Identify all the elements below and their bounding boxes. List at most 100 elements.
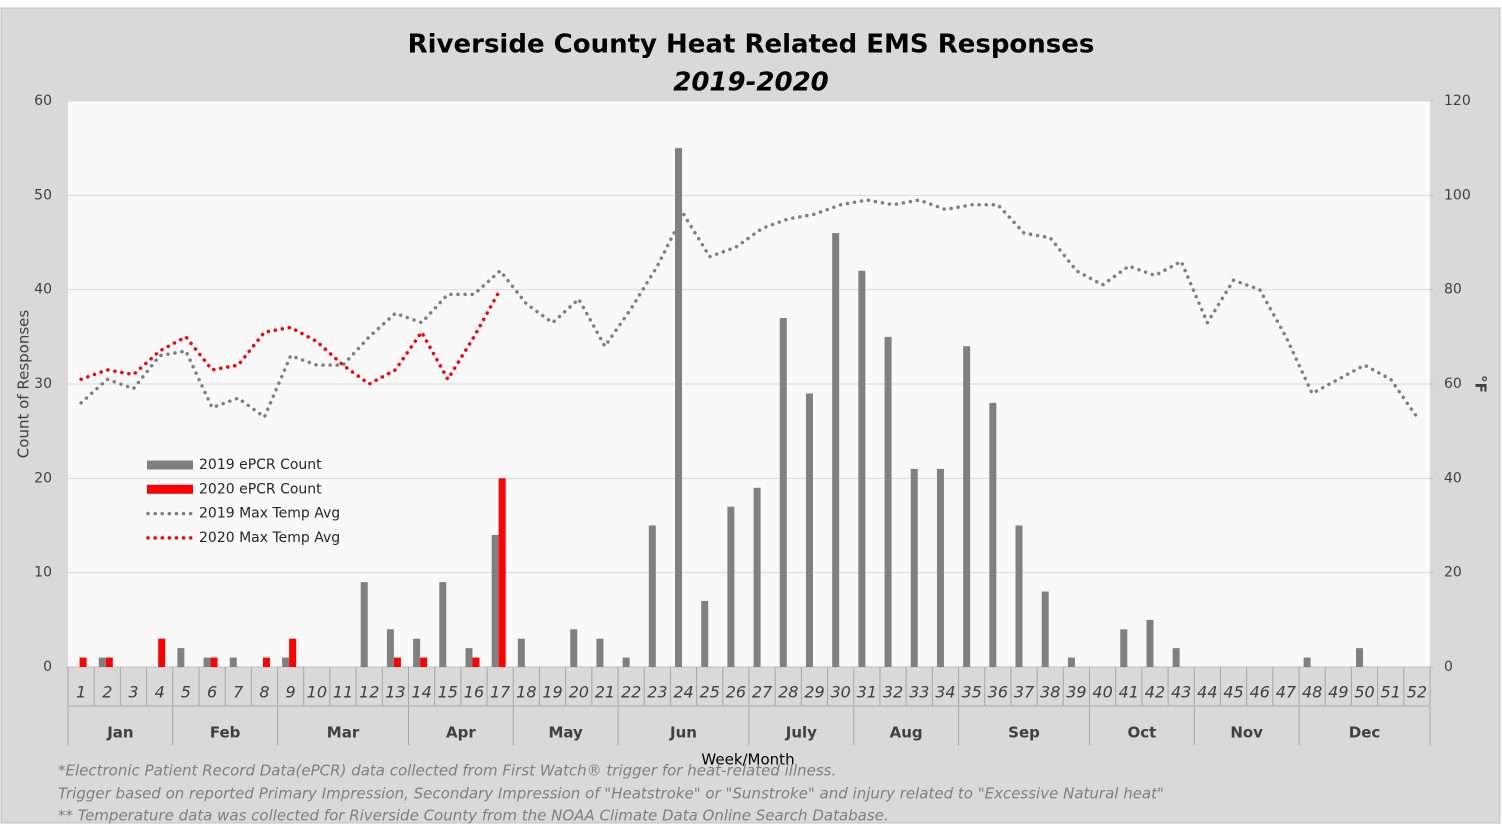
- bar: [1015, 525, 1023, 667]
- x-tick-label: 8: [259, 683, 269, 702]
- x-tick-label: 46: [1250, 683, 1270, 702]
- x-axis-label: Week/Month: [701, 751, 794, 769]
- x-tick-label: 9: [286, 683, 296, 702]
- x-group-label: Sep: [1008, 724, 1040, 742]
- x-group-label: Dec: [1349, 724, 1381, 742]
- chart-subtitle: 2019-2020: [673, 68, 829, 98]
- legend-label: 2020 ePCR Count: [199, 481, 322, 497]
- x-group-label: May: [548, 724, 583, 742]
- y-tick-label: 30: [34, 376, 52, 392]
- line: [79, 198, 1419, 420]
- x-tick-label: 27: [752, 683, 773, 702]
- x-tick-label: 16: [464, 683, 484, 702]
- y-tick-label: 60: [34, 93, 52, 109]
- y2-tick-label: 40: [1444, 470, 1462, 486]
- x-tick-label: 38: [1040, 683, 1060, 702]
- y-tick-label: 50: [34, 187, 52, 203]
- x-group-label: Feb: [210, 724, 241, 742]
- bar: [805, 393, 813, 667]
- bar: [701, 600, 709, 667]
- legend-swatch: [147, 460, 193, 470]
- x-group-label: July: [785, 724, 817, 742]
- bar: [1120, 629, 1128, 667]
- bar: [360, 582, 368, 667]
- chart-title: Riverside County Heat Related EMS Respon…: [408, 30, 1095, 60]
- bar: [727, 506, 735, 667]
- x-tick-label: 30: [830, 683, 850, 702]
- x-tick-label: 35: [961, 683, 981, 702]
- x-group-label: Aug: [890, 724, 923, 742]
- y-tick-label: 20: [34, 470, 52, 486]
- bar: [858, 270, 866, 667]
- x-tick-label: 21: [595, 683, 615, 702]
- bar: [884, 336, 892, 667]
- y2-axis-label: °F: [1472, 375, 1490, 393]
- y2-tick-label: 80: [1444, 282, 1462, 298]
- bar: [675, 148, 683, 667]
- bar: [420, 657, 428, 667]
- bar: [413, 638, 421, 667]
- x-tick-label: 31: [857, 683, 877, 702]
- x-tick-label: 50: [1354, 683, 1374, 702]
- bar: [517, 638, 525, 667]
- x-tick-label: 39: [1066, 683, 1086, 702]
- bar: [1067, 657, 1075, 667]
- x-tick-label: 26: [726, 683, 746, 702]
- bar: [98, 657, 106, 667]
- bar: [386, 629, 394, 667]
- x-tick-label: 32: [883, 683, 903, 702]
- line: [79, 287, 502, 387]
- bar: [910, 468, 918, 667]
- x-tick-label: 41: [1119, 683, 1139, 702]
- legend-label: 2019 Max Temp Avg: [199, 506, 340, 522]
- x-tick-label: 28: [778, 683, 798, 702]
- bar: [963, 346, 971, 667]
- x-tick-label: 29: [804, 683, 824, 702]
- bar: [105, 657, 113, 667]
- x-tick-label: 36: [988, 683, 1008, 702]
- x-group-label: Jun: [669, 724, 697, 742]
- bar: [79, 657, 87, 667]
- bar: [596, 638, 604, 667]
- y2-tick-label: 120: [1444, 93, 1471, 109]
- bar: [177, 648, 185, 667]
- bar: [622, 657, 630, 667]
- y-tick-label: 10: [34, 565, 52, 581]
- x-tick-label: 52: [1407, 683, 1427, 702]
- bar: [570, 629, 578, 667]
- bar: [393, 657, 401, 667]
- x-tick-label: 13: [385, 683, 405, 702]
- footnote: *Electronic Patient Record Data(ePCR) da…: [58, 762, 836, 780]
- x-tick-label: 23: [647, 683, 667, 702]
- x-tick-label: 40: [1092, 683, 1112, 702]
- x-group-label: Jan: [106, 724, 133, 742]
- bar: [1041, 591, 1049, 667]
- x-tick-label: 12: [359, 683, 379, 702]
- x-tick-label: 44: [1197, 683, 1217, 702]
- y2-tick-label: 100: [1444, 187, 1471, 203]
- bar: [832, 233, 840, 668]
- x-tick-label: 20: [569, 683, 589, 702]
- bar: [1172, 648, 1180, 667]
- x-tick-label: 10: [307, 683, 327, 702]
- legend-swatch: [147, 484, 193, 494]
- bar: [289, 638, 297, 667]
- bar: [753, 487, 761, 667]
- x-group-label: Mar: [327, 724, 360, 742]
- y-tick-label: 40: [34, 282, 52, 298]
- x-tick-label: 11: [333, 683, 353, 702]
- y-tick-label: 0: [43, 659, 52, 675]
- x-group-label: Apr: [446, 724, 476, 742]
- y-axis-label: Count of Responses: [15, 310, 33, 459]
- x-tick-label: 42: [1145, 683, 1165, 702]
- x-tick-label: 17: [490, 683, 511, 702]
- x-tick-label: 22: [621, 683, 641, 702]
- x-group-label: Nov: [1230, 724, 1263, 742]
- x-tick-label: 51: [1381, 683, 1401, 702]
- bar: [472, 657, 480, 667]
- x-tick-label: 45: [1223, 683, 1243, 702]
- x-group-label: Oct: [1127, 724, 1156, 742]
- x-tick-label: 33: [909, 683, 929, 702]
- bar: [158, 638, 166, 667]
